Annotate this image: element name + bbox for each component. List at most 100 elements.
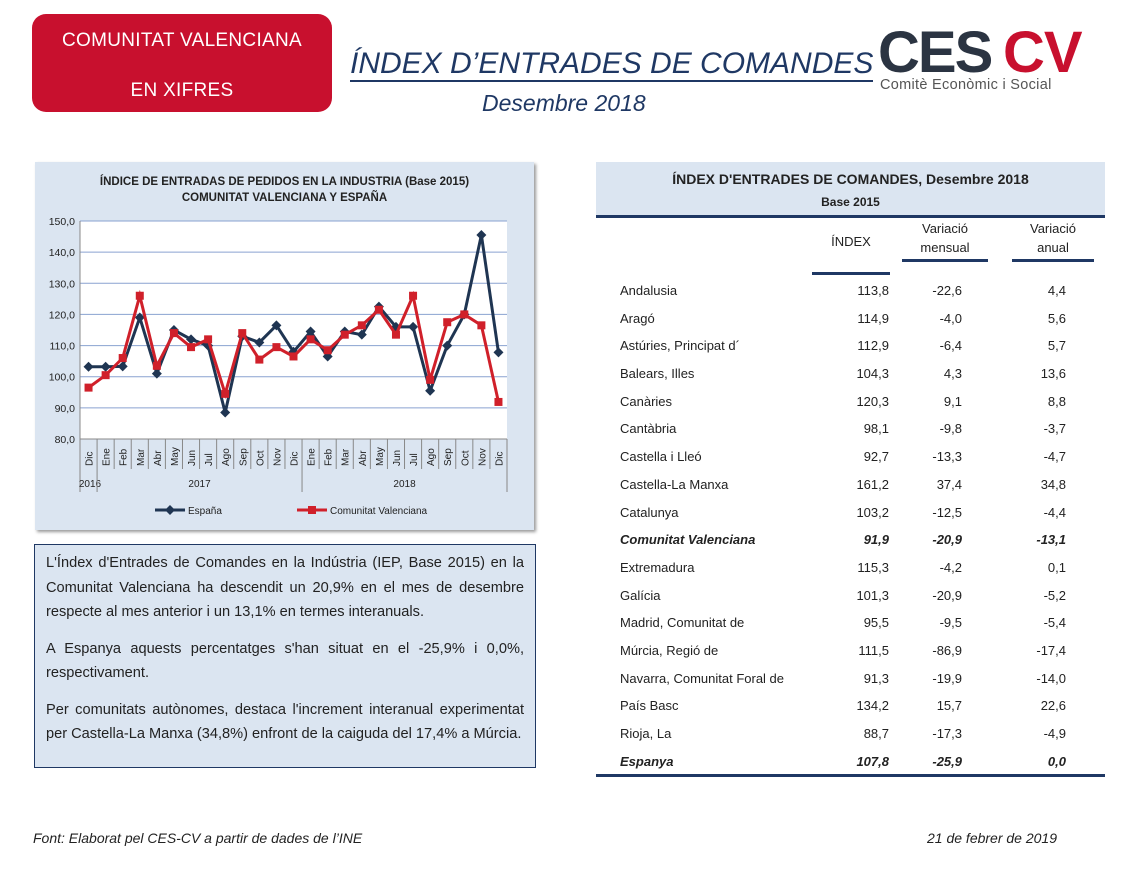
table-cell-name: Extremadura <box>620 559 695 575</box>
table-cell-name: Astúries, Principat d´ <box>620 338 740 354</box>
y-tick-label: 130,0 <box>49 278 75 290</box>
table-cell-anual: -3,7 <box>1043 421 1066 437</box>
data-point <box>186 334 197 345</box>
table-body: Andalusia 113,8 -22,6 4,4 Aragó 114,9 -4,0 5,6 A… <box>596 276 1105 778</box>
data-point <box>306 335 315 344</box>
summary-textbox: L'Índex d'Entrades de Comandes en la Ind… <box>34 544 536 768</box>
plot-area <box>80 221 507 439</box>
table-cell-index: 91,9 <box>863 532 889 548</box>
x-tick-label: Jul <box>409 453 420 466</box>
table-cell-anual: -4,7 <box>1043 449 1066 465</box>
data-point <box>477 321 486 330</box>
table-row: Balears, Illes 104,3 4,3 13,6 <box>596 359 1105 387</box>
data-point <box>135 291 144 300</box>
column-header-mensual-line1: Variació <box>921 221 968 236</box>
table-row: Castella-La Manxa 161,2 37,4 34,8 <box>596 470 1105 498</box>
x-tick-label: Oct <box>255 450 266 466</box>
table-cell-anual: -4,9 <box>1043 726 1066 741</box>
x-tick-label: Jul <box>204 453 215 466</box>
x-tick-label: Ene <box>102 448 113 466</box>
x-tick-label: Jun <box>187 450 198 466</box>
table-cell-anual: -4,4 <box>1043 504 1066 520</box>
badge-line-2: EN XIFRES <box>130 80 234 101</box>
summary-paragraph-1: L'Índex d'Entrades de Comandes en la Ind… <box>46 555 524 620</box>
table-cell-mensual: -17,3 <box>932 726 962 741</box>
table-cell-mensual: 15,7 <box>936 698 962 714</box>
table-row: Madrid, Comunitat de 95,5 -9,5 -5,4 <box>596 608 1105 636</box>
data-point <box>118 354 127 363</box>
table-cell-anual: -13,1 <box>1036 532 1066 548</box>
table-cell-index: 88,7 <box>863 726 889 741</box>
table-row: Galícia 101,3 -20,9 -5,2 <box>596 581 1105 609</box>
table-cell-mensual: -86,9 <box>932 642 962 658</box>
table-cell-index: 103,2 <box>856 504 889 520</box>
table-cell-mensual: -22,6 <box>932 283 962 298</box>
table-cell-index: 104,3 <box>856 366 889 382</box>
footer-source: Font: Elaborat pel CES-CV a partir de da… <box>33 830 363 846</box>
table-row: Cantàbria 98,1 -9,8 -3,7 <box>596 414 1105 442</box>
table-cell-index: 111,5 <box>858 642 889 658</box>
x-tick-label: Sep <box>238 448 249 466</box>
year-label: 2018 <box>393 479 416 490</box>
table-cell-anual: -5,4 <box>1043 615 1066 631</box>
footer-date: 21 de febrer de 2019 <box>927 830 1057 846</box>
y-tick-label: 110,0 <box>50 341 76 353</box>
table-cell-anual: -5,2 <box>1043 587 1066 603</box>
data-point <box>409 291 418 300</box>
data-point <box>442 340 453 351</box>
index-table: ÍNDEX D'ENTRADES DE COMANDES, Desembre 2… <box>596 162 1105 778</box>
data-point <box>493 347 504 358</box>
line-chart: 80,0 90,0 100,0 110,0 120,0 130,0 140,0 150,0 Di… <box>49 216 508 517</box>
table-title: ÍNDEX D'ENTRADES DE COMANDES, Desembre 2… <box>672 171 1029 187</box>
table-cell-anual: 4,4 <box>1047 283 1066 298</box>
column-header-mensual: Variació mensual <box>902 219 988 262</box>
table-cell-name: Comunitat Valenciana <box>620 532 756 548</box>
y-tick-label: 140,0 <box>49 247 75 259</box>
table-cell-mensual: -4,2 <box>939 559 962 575</box>
table-cell-name: Castella i Lleó <box>620 449 702 465</box>
table-cell-mensual: -9,5 <box>939 615 962 631</box>
chart-panel: ÍNDICE DE ENTRADAS DE PEDIDOS EN LA INDU… <box>35 162 534 530</box>
table-cell-name: Castella-La Manxa <box>620 476 729 492</box>
table-cell-name: Balears, Illes <box>620 366 695 382</box>
table-header: ÍNDEX D'ENTRADES DE COMANDES, Desembre 2… <box>596 162 1105 218</box>
page-title: ÍNDEX D’ENTRADES DE COMANDES <box>350 47 874 82</box>
data-point <box>323 346 332 355</box>
table-row: Astúries, Principat d´ 112,9 -6,4 5,7 <box>596 331 1105 359</box>
table-row: Rioja, La 88,7 -17,3 -4,9 <box>596 719 1105 747</box>
x-tick-label: Dic <box>290 452 301 466</box>
table-cell-name: Aragó <box>620 310 655 326</box>
x-tick-label: Feb <box>119 448 130 466</box>
table-cell-anual: -17,4 <box>1036 642 1066 658</box>
x-tick-label: Abr <box>153 450 164 466</box>
table-cell-name: Múrcia, Regió de <box>620 642 719 658</box>
x-tick-label: Nov <box>272 448 283 466</box>
table-cell-name: Canàries <box>620 393 673 409</box>
data-point <box>238 329 247 338</box>
data-point <box>426 375 435 384</box>
data-point <box>204 335 213 344</box>
data-point <box>134 312 145 323</box>
table-cell-index: 107,8 <box>856 753 889 769</box>
x-tick-label: Nov <box>477 448 488 466</box>
x-tick-label: Ago <box>221 448 232 466</box>
data-point <box>221 389 230 398</box>
data-point <box>83 361 94 372</box>
data-point <box>391 330 400 339</box>
table-cell-name: Navarra, Comunitat Foral de <box>620 670 785 686</box>
table-cell-anual: 8,8 <box>1047 393 1066 409</box>
table-cell-mensual: 37,4 <box>936 476 962 492</box>
x-tick-label: Abr <box>358 450 369 466</box>
summary-paragraph-2: A Espanya aquests percentatges s'han sit… <box>46 640 524 682</box>
year-label: 2016 <box>79 479 102 490</box>
table-cell-mensual: -20,9 <box>932 532 962 548</box>
table-cell-name: Andalusia <box>620 283 678 298</box>
table-cell-name: Catalunya <box>620 504 679 520</box>
data-point <box>476 230 487 241</box>
data-point <box>357 321 366 330</box>
data-point <box>289 352 298 361</box>
data-point <box>254 337 265 348</box>
table-cell-index: 161,2 <box>856 476 889 492</box>
column-header-anual: Variació anual <box>1012 219 1094 262</box>
y-tick-label: 120,0 <box>49 309 75 321</box>
